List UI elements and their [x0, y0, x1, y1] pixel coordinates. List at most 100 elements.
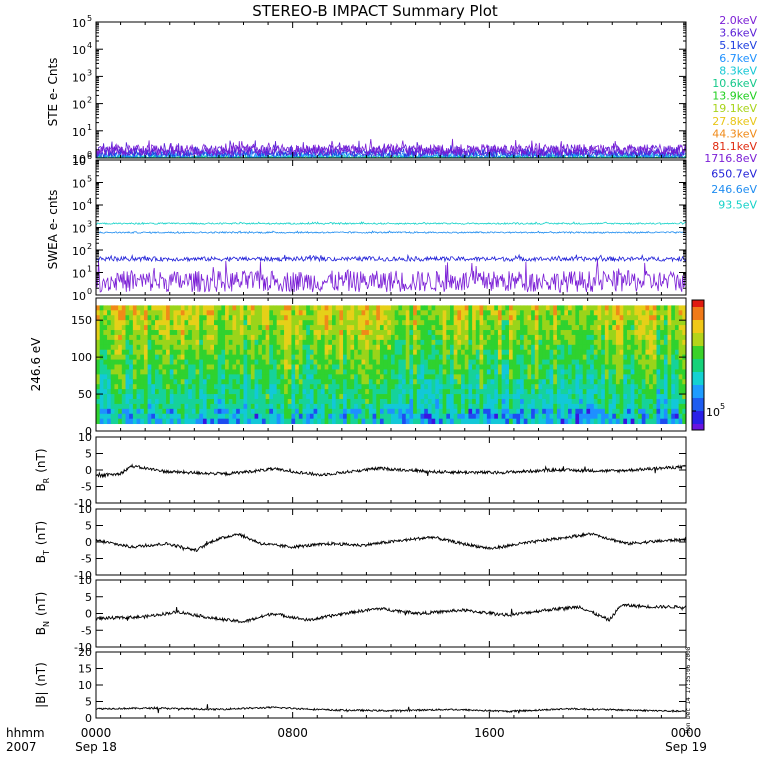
heatmap-cell: [114, 354, 119, 360]
heatmap-cell: [457, 344, 462, 351]
heatmap-cell: [674, 339, 680, 346]
heatmap-cell: [379, 413, 385, 420]
heatmap-cell: [601, 330, 606, 336]
heatmap-cell: [542, 374, 547, 380]
heatmap-cell: [424, 418, 429, 425]
heatmap-cell: [409, 408, 414, 415]
heatmap-cell: [630, 384, 635, 390]
heatmap-cell: [634, 374, 639, 380]
heatmap-cell: [453, 374, 458, 380]
heatmap-cell: [409, 315, 414, 321]
heatmap-cell: [586, 305, 591, 311]
heatmap-cell: [586, 344, 591, 351]
heatmap-cell: [195, 349, 200, 356]
heatmap-cell: [663, 344, 668, 351]
heatmap-cell: [663, 310, 668, 316]
heatmap-cell: [309, 354, 314, 360]
heatmap-cell: [173, 374, 178, 380]
heatmap-cell: [169, 334, 174, 341]
heatmap-cell: [453, 379, 458, 385]
heatmap-cell: [649, 364, 654, 370]
heatmap-cell: [361, 325, 366, 331]
heatmap-cell: [490, 315, 495, 321]
heatmap-cell: [225, 413, 230, 420]
heatmap-cell: [416, 408, 421, 415]
heatmap-cell: [214, 374, 219, 380]
heatmap-cell: [520, 403, 525, 410]
heatmap-cell: [538, 403, 543, 410]
heatmap-cell: [258, 364, 263, 370]
heatmap-cell: [151, 325, 156, 331]
heatmap-cell: [177, 344, 182, 351]
heatmap-cell: [612, 418, 617, 425]
heatmap-cell: [125, 359, 130, 365]
heatmap-cell: [615, 379, 621, 385]
heatmap-cell: [118, 379, 123, 385]
heatmap-cell: [627, 398, 632, 405]
heatmap-cell: [630, 369, 635, 375]
heatmap-cell: [542, 325, 547, 331]
heatmap-cell: [435, 364, 440, 370]
heatmap-cell: [99, 310, 104, 316]
heatmap-cell: [431, 374, 436, 380]
heatmap-cell: [549, 408, 554, 415]
heatmap-cell: [652, 334, 657, 341]
heatmap-cell: [453, 325, 458, 331]
heatmap-cell: [527, 305, 532, 311]
x-tick-date: Sep 18: [75, 740, 117, 754]
heatmap-cell: [505, 389, 510, 395]
heatmap-cell: [612, 344, 617, 351]
heatmap-cell: [125, 413, 130, 420]
heatmap-cell: [630, 320, 635, 326]
y-tick-label: 50: [78, 388, 92, 401]
heatmap-cell: [273, 354, 278, 360]
heatmap-cell: [96, 369, 101, 375]
heatmap-cell: [597, 349, 602, 356]
heatmap-cell: [615, 408, 621, 415]
heatmap-cell: [317, 389, 322, 395]
heatmap-cell: [287, 330, 292, 336]
heatmap-cell: [136, 384, 141, 390]
heatmap-cell: [155, 354, 160, 360]
heatmap-cell: [357, 403, 362, 410]
heatmap-cell: [361, 369, 366, 375]
heatmap-cell: [99, 364, 104, 370]
heatmap-cell: [103, 310, 108, 316]
heatmap-cell: [332, 310, 337, 316]
heatmap-cell: [597, 359, 602, 365]
heatmap-cell: [509, 413, 514, 420]
heatmap-cell: [582, 320, 587, 326]
heatmap-cell: [590, 334, 595, 341]
heatmap-cell: [221, 349, 226, 356]
heatmap-cell: [372, 398, 377, 405]
heatmap-cell: [302, 305, 307, 311]
heatmap-cell: [682, 310, 687, 316]
heatmap-cell: [671, 369, 676, 375]
heatmap-cell: [391, 359, 396, 365]
heatmap-cell: [110, 384, 115, 390]
heatmap-cell: [431, 408, 436, 415]
heatmap-cell: [446, 389, 451, 395]
heatmap-cell: [420, 305, 425, 311]
heatmap-cell: [431, 354, 436, 360]
heatmap-cell: [564, 374, 569, 380]
heatmap-cell: [298, 413, 303, 420]
heatmap-cell: [527, 359, 532, 365]
heatmap-cell: [641, 315, 646, 321]
heatmap-cell: [151, 339, 156, 346]
heatmap-cell: [107, 320, 112, 326]
heatmap-cell: [221, 310, 226, 316]
heatmap-cell: [324, 369, 329, 375]
heatmap-cell: [254, 413, 259, 420]
heatmap-cell: [162, 398, 167, 405]
heatmap-cell: [593, 418, 598, 425]
heatmap-cell: [497, 330, 503, 336]
heatmap-cell: [346, 349, 351, 356]
heatmap-cell: [671, 379, 676, 385]
heatmap-cell: [461, 398, 466, 405]
heatmap-cell: [129, 305, 134, 311]
heatmap-cell: [188, 398, 193, 405]
heatmap-cell: [232, 413, 237, 420]
heatmap-cell: [236, 403, 241, 410]
